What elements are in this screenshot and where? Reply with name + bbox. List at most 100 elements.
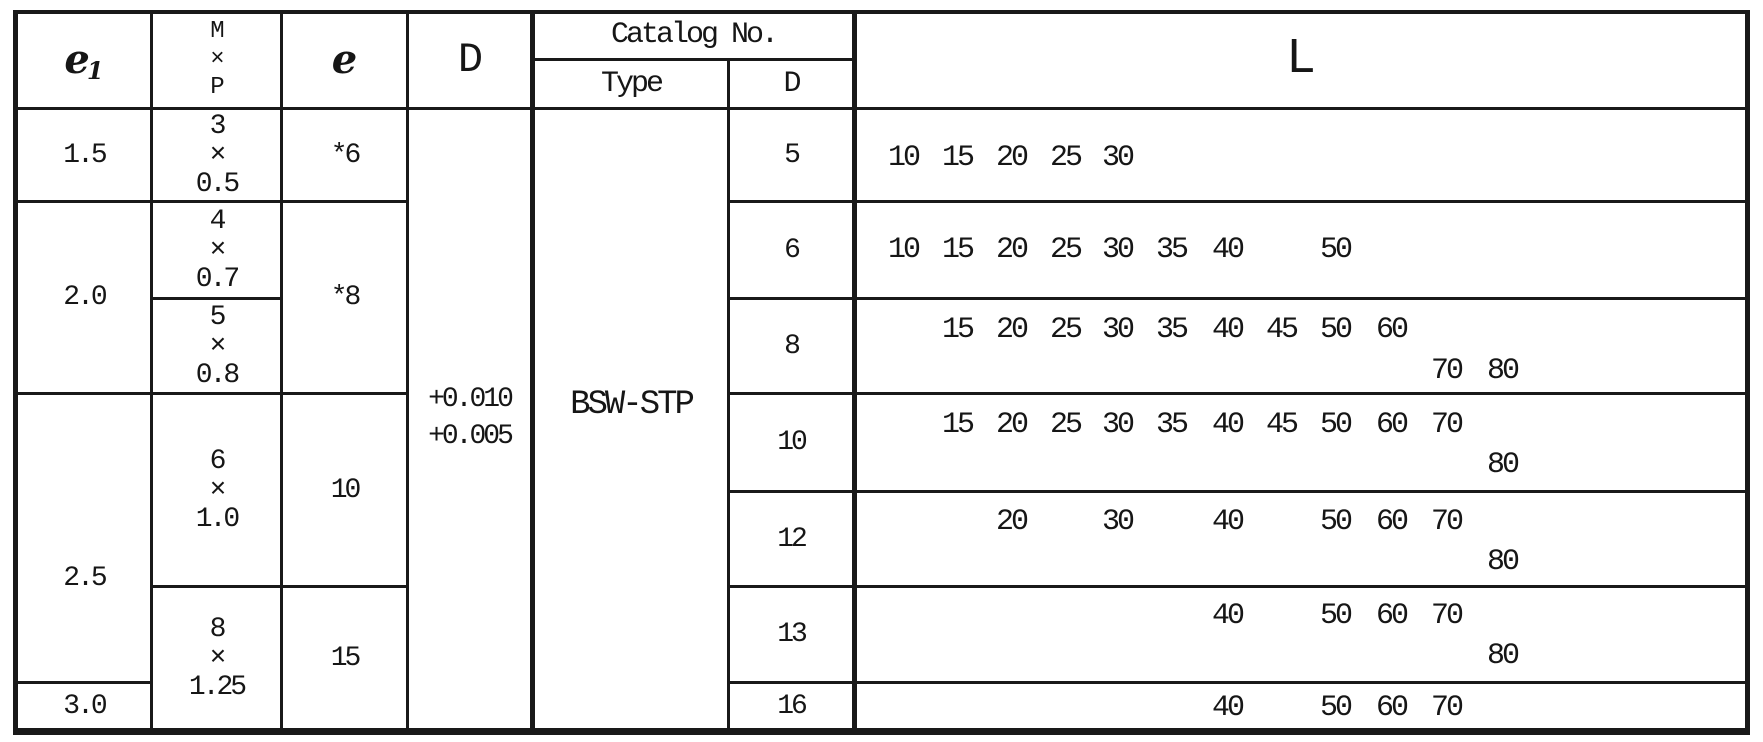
grid-line xyxy=(727,490,1750,493)
grid-line xyxy=(406,10,409,730)
grid-line xyxy=(727,681,1750,684)
grid-line xyxy=(150,585,409,588)
l-value: 25 xyxy=(1049,313,1083,347)
l-value: 25 xyxy=(1049,233,1083,267)
l-value: 25 xyxy=(1049,408,1083,442)
l-value: 45 xyxy=(1265,408,1299,442)
header-type: Type xyxy=(600,67,664,101)
header-e: e xyxy=(283,12,406,107)
border-right xyxy=(1745,10,1750,735)
l-value: 30 xyxy=(1101,313,1135,347)
l-value: 30 xyxy=(1101,408,1135,442)
l-value: 80 xyxy=(1486,448,1520,482)
l-value: 60 xyxy=(1375,408,1409,442)
l-value: 40 xyxy=(1211,313,1245,347)
grid-line xyxy=(13,681,153,684)
l-value: 70 xyxy=(1430,354,1464,388)
cell-catalog-d: 6 xyxy=(784,234,801,266)
cell-mxp: 8 × 1.25 xyxy=(188,613,247,703)
l-value: 35 xyxy=(1155,313,1189,347)
l-value: 30 xyxy=(1101,141,1135,175)
l-value: 50 xyxy=(1319,691,1353,725)
cell-catalog-d: 8 xyxy=(784,330,801,362)
l-value: 40 xyxy=(1211,599,1245,633)
border-bottom xyxy=(13,728,1750,735)
l-value: 30 xyxy=(1101,505,1135,539)
cell-mxp: 5 × 0.8 xyxy=(195,301,240,391)
l-value: 50 xyxy=(1319,408,1353,442)
cell-e1: 2.5 xyxy=(63,562,107,594)
l-value: 10 xyxy=(887,141,921,175)
border-top xyxy=(13,10,1750,14)
cell-catalog-d: 16 xyxy=(777,690,808,722)
l-value: 45 xyxy=(1265,313,1299,347)
l-value: 70 xyxy=(1430,599,1464,633)
l-value: 15 xyxy=(941,313,975,347)
cell-e: *8 xyxy=(330,282,362,313)
grid-line xyxy=(13,392,409,395)
l-value: 30 xyxy=(1101,233,1135,267)
header-d: D xyxy=(457,35,483,84)
cell-catalog-d: 5 xyxy=(784,139,801,171)
grid-line xyxy=(280,10,283,730)
l-value: 20 xyxy=(995,505,1029,539)
cell-mxp: 3 × 0.5 xyxy=(195,110,240,200)
grid-line xyxy=(727,297,1750,300)
l-value: 40 xyxy=(1211,505,1245,539)
cell-e1: 3.0 xyxy=(63,690,107,722)
grid-line xyxy=(727,392,1750,395)
header-e1-base: e xyxy=(64,36,90,83)
l-value: 70 xyxy=(1430,408,1464,442)
header-mxp: M × P xyxy=(210,17,224,101)
cell-catalog-d: 10 xyxy=(777,427,808,458)
l-value: 60 xyxy=(1375,313,1409,347)
l-value: 80 xyxy=(1486,354,1520,388)
cell-mxp: 6 × 1.0 xyxy=(195,445,240,535)
l-value: 40 xyxy=(1211,233,1245,267)
cell-e: 15 xyxy=(330,642,362,674)
l-value: 60 xyxy=(1375,691,1409,725)
cell-type-value: BSW-STP xyxy=(570,386,695,424)
grid-line xyxy=(150,10,153,730)
cell-d-tolerance: +0.010 +0.005 xyxy=(428,383,514,452)
cell-catalog-d: 12 xyxy=(777,523,808,555)
grid-line xyxy=(727,585,1750,588)
l-value: 25 xyxy=(1049,141,1083,175)
grid-line xyxy=(150,297,283,300)
l-value: 70 xyxy=(1430,505,1464,539)
header-catalog-no: Catalog No. xyxy=(610,18,779,52)
header-e1-subscript: 1 xyxy=(86,56,104,85)
l-value: 20 xyxy=(995,233,1029,267)
l-value: 35 xyxy=(1155,408,1189,442)
cell-e1: 1.5 xyxy=(63,139,107,171)
border-left xyxy=(13,10,18,735)
l-value: 15 xyxy=(941,233,975,267)
cell-catalog-d: 13 xyxy=(777,619,808,650)
l-value: 80 xyxy=(1486,545,1520,579)
l-value: 10 xyxy=(887,233,921,267)
l-value: 50 xyxy=(1319,599,1353,633)
l-value: 40 xyxy=(1211,408,1245,442)
l-value: 70 xyxy=(1430,691,1464,725)
grid-line xyxy=(530,10,535,730)
grid-line xyxy=(727,200,1750,203)
cell-e: 10 xyxy=(330,474,362,506)
grid-line xyxy=(13,200,409,203)
l-value: 60 xyxy=(1375,599,1409,633)
l-value: 50 xyxy=(1319,233,1353,267)
l-value: 50 xyxy=(1319,313,1353,347)
header-catalog-d: D xyxy=(783,67,801,101)
l-value: 20 xyxy=(995,408,1029,442)
header-e-label: e xyxy=(331,36,358,83)
l-value: 50 xyxy=(1319,505,1353,539)
grid-line xyxy=(533,58,854,61)
l-value: 60 xyxy=(1375,505,1409,539)
grid-line xyxy=(13,107,1750,110)
header-l: L xyxy=(1285,31,1316,88)
l-value: 40 xyxy=(1211,691,1245,725)
l-value: 15 xyxy=(941,408,975,442)
cell-e1: 2.0 xyxy=(63,282,107,313)
l-value: 15 xyxy=(941,141,975,175)
